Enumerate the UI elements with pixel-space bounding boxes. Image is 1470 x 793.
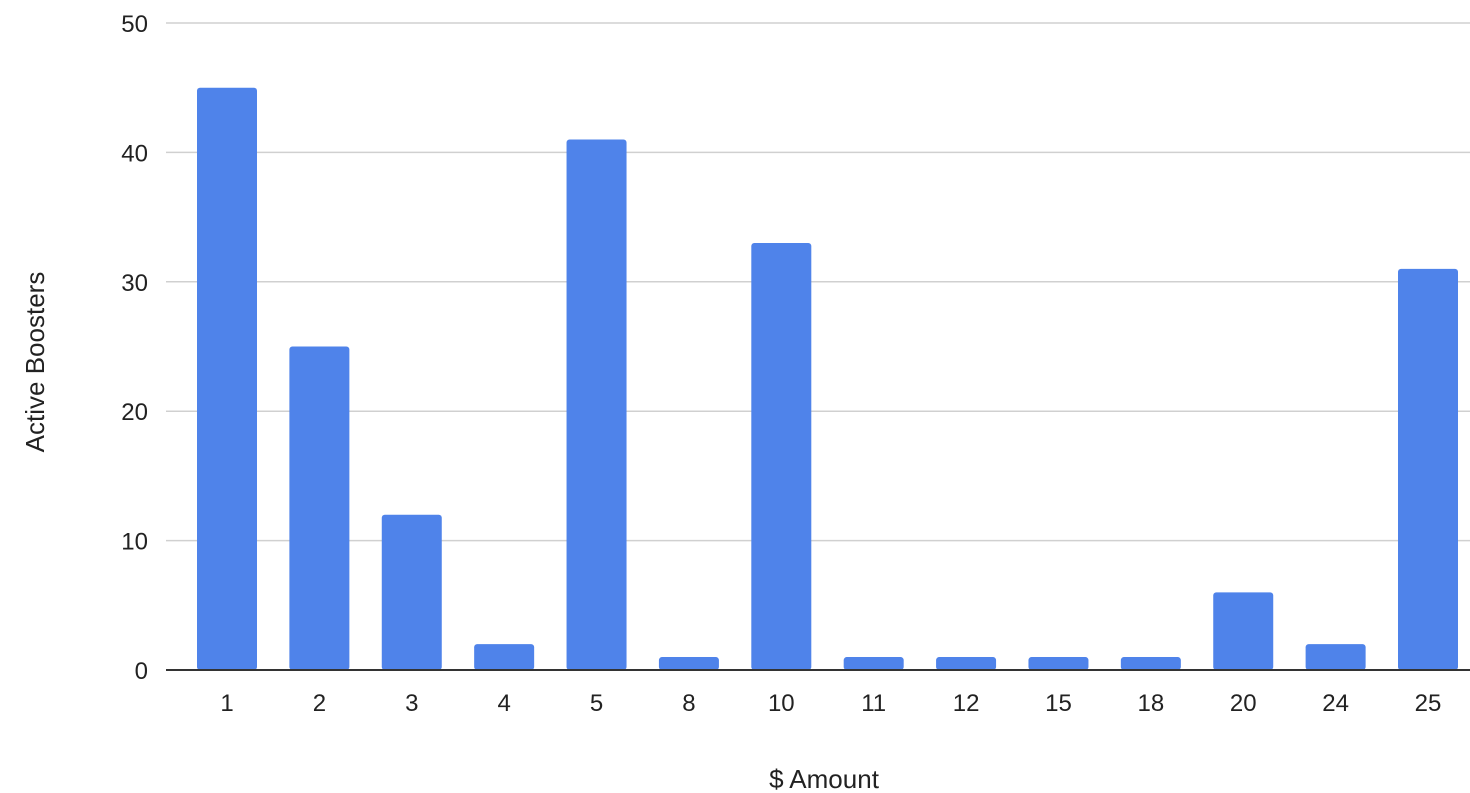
x-tick-label: 8 xyxy=(682,690,695,717)
bar-5 xyxy=(566,139,627,670)
bar-8 xyxy=(658,657,719,670)
bar-10 xyxy=(751,242,812,671)
y-tick-label: 50 xyxy=(121,11,148,38)
x-tick-label: 15 xyxy=(1045,690,1072,717)
y-axis-title: Active Boosters xyxy=(20,272,50,453)
x-tick-label: 3 xyxy=(405,690,418,717)
x-tick-label: 20 xyxy=(1230,690,1257,717)
bar-11 xyxy=(843,657,904,670)
x-tick-labels: 1 2 3 4 5 8 10 11 12 15 18 20 24 25 xyxy=(220,690,1441,717)
bar-15 xyxy=(1028,657,1089,670)
x-tick-label: 12 xyxy=(953,690,980,717)
y-tick-label: 20 xyxy=(121,399,148,426)
y-tick-label: 40 xyxy=(121,140,148,167)
x-tick-label: 4 xyxy=(497,690,510,717)
bars xyxy=(166,87,1470,671)
bar-3 xyxy=(381,514,442,670)
bar-12 xyxy=(936,657,997,670)
bar-4 xyxy=(474,644,535,670)
bar-2 xyxy=(289,346,350,670)
x-tick-label: 24 xyxy=(1322,690,1349,717)
x-axis-title: $ Amount xyxy=(769,764,880,793)
y-tick-label: 10 xyxy=(121,529,148,556)
bar-1 xyxy=(197,87,257,670)
bar-18 xyxy=(1120,657,1181,670)
bar-25 xyxy=(1398,268,1458,670)
y-tick-label: 0 xyxy=(135,658,148,685)
x-tick-label: 11 xyxy=(861,690,886,717)
x-tick-label: 5 xyxy=(590,690,603,717)
x-tick-label: 10 xyxy=(768,690,795,717)
x-tick-label: 18 xyxy=(1137,690,1164,717)
x-tick-label: 1 xyxy=(220,690,233,717)
y-tick-label: 30 xyxy=(121,270,148,297)
y-tick-labels: 0 10 20 30 40 50 xyxy=(121,11,148,685)
x-tick-label: 2 xyxy=(313,690,326,717)
bar-24 xyxy=(1305,644,1366,670)
bar-20 xyxy=(1213,592,1274,670)
x-tick-label: 25 xyxy=(1415,690,1442,717)
gridlines xyxy=(166,22,1470,671)
